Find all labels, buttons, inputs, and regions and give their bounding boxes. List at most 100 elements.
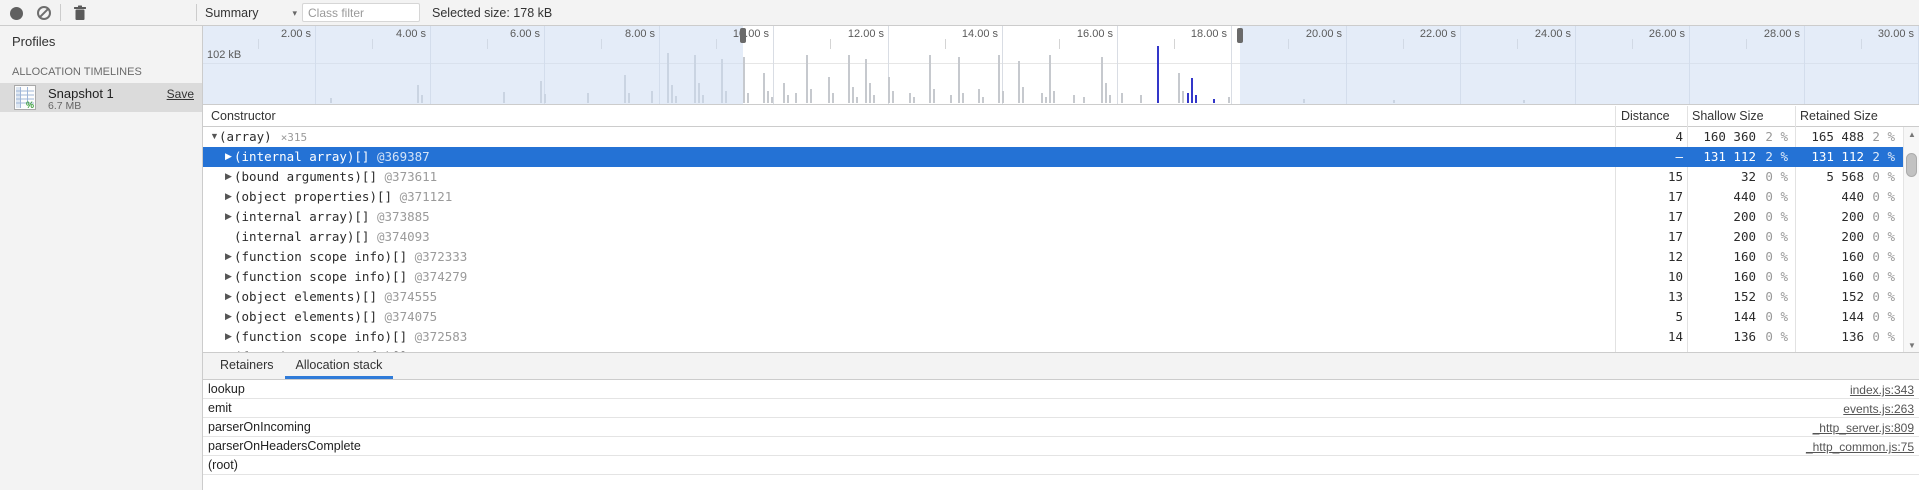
allocation-bar — [787, 95, 789, 103]
distance-cell: 4 — [1675, 129, 1683, 144]
heap-snapshot-icon: % — [14, 85, 36, 110]
allocation-bar — [795, 93, 797, 103]
stack-frame-row[interactable]: lookup index.js:343 — [203, 380, 1919, 399]
allocation-bar — [1045, 97, 1047, 103]
delete-profile-button[interactable] — [70, 3, 90, 23]
record-button[interactable] — [6, 3, 26, 23]
allocation-bar-live — [1157, 46, 1159, 103]
stack-frame-row[interactable]: parserOnIncoming _http_server.js:809 — [203, 418, 1919, 437]
retained-pct-cell: 2 % — [1872, 129, 1895, 144]
heap-table-row[interactable]: ▶ (function scope info)[] @372333 12 160 0 %… — [203, 247, 1903, 267]
constructor-name: (internal array)[] — [234, 229, 370, 244]
trash-icon — [74, 5, 86, 20]
expander-closed-icon[interactable]: ▶ — [225, 351, 232, 352]
stack-frame-function: (root) — [208, 458, 238, 472]
heap-table-row[interactable]: ▶ (object elements)[] @374555 13 152 0 % 152 0… — [203, 287, 1903, 307]
details-tabbar: Retainers Allocation stack — [203, 352, 1919, 380]
heap-table-row[interactable]: ▶ (bound arguments)[] @373611 15 32 0 % 5 568… — [203, 167, 1903, 187]
shallow-size-cell: 144 — [1733, 309, 1756, 324]
column-header-constructor[interactable]: Constructor — [211, 109, 276, 123]
constructor-name: (array) — [219, 129, 272, 144]
timeline-gridline — [1231, 26, 1232, 104]
allocation-bar — [869, 83, 871, 103]
object-id: @371121 — [399, 189, 453, 204]
scrollbar-thumb[interactable] — [1906, 153, 1917, 177]
block-icon — [37, 6, 51, 20]
allocation-bar — [763, 73, 765, 103]
timeline-selection-handle-left[interactable] — [740, 28, 746, 43]
perspective-select[interactable]: Summary ▾ — [205, 3, 297, 23]
constructor-name: (object properties)[] — [234, 189, 393, 204]
heap-table-row[interactable]: ▶ (object properties)[] @371121 17 440 0 % 44… — [203, 187, 1903, 207]
shallow-size-cell: 136 — [1733, 329, 1756, 344]
expander-open-icon[interactable]: ▼ — [210, 131, 219, 141]
allocation-bar — [1182, 91, 1184, 103]
timeline-selection-handle-right[interactable] — [1237, 28, 1243, 43]
heap-table-row[interactable]: ▶ (function scope info)[] @374279 10 160 0 %… — [203, 267, 1903, 287]
expander-closed-icon[interactable]: ▶ — [225, 191, 232, 201]
timeline-tick-label: 2.00 s — [281, 28, 311, 40]
expander-closed-icon[interactable]: ▶ — [225, 211, 232, 221]
expander-closed-icon[interactable]: ▶ — [225, 331, 232, 341]
stack-frame-source-link[interactable]: _http_common.js:75 — [1805, 440, 1914, 454]
object-id: @374279 — [414, 269, 468, 284]
expander-closed-icon[interactable]: ▶ — [225, 271, 232, 281]
timeline-tick-label: 4.00 s — [396, 28, 426, 40]
timeline-tick-label: 22.00 s — [1419, 28, 1456, 40]
timeline-unselected-left[interactable] — [203, 26, 743, 104]
stack-frame-row[interactable]: emit events.js:263 — [203, 399, 1919, 418]
allocation-bar — [1018, 61, 1020, 103]
column-header-distance[interactable]: Distance — [1621, 109, 1670, 123]
heap-table-row[interactable]: ▶ (internal array)[] @373885 17 200 0 % 200 0 … — [203, 207, 1903, 227]
timeline-unselected-right[interactable] — [1240, 26, 1919, 104]
scroll-up-button[interactable]: ▲ — [1904, 127, 1919, 141]
constructor-name: (object elements)[] — [234, 289, 377, 304]
allocation-bar — [865, 59, 867, 103]
expander-closed-icon[interactable]: ▶ — [225, 251, 232, 261]
distance-cell: 13 — [1667, 289, 1683, 304]
expander-closed-icon[interactable]: ▶ — [225, 311, 232, 321]
snapshot-save-link[interactable]: Save — [166, 87, 194, 101]
allocation-bar-live — [1195, 95, 1197, 103]
clear-button[interactable] — [34, 3, 54, 23]
heap-table-row[interactable]: ▶(function scope info)[] @372181121360 %… — [203, 347, 1903, 352]
retained-pct-cell: 0 % — [1872, 249, 1895, 264]
heap-table-row[interactable]: ▶ (internal array)[] @369387 – 131 112 2 % 13… — [203, 147, 1903, 167]
constructor-cell: (function scope info)[] @372333 — [234, 249, 467, 264]
expander-closed-icon[interactable]: ▶ — [225, 291, 232, 301]
selected-size-label: Selected size: 178 kB — [432, 6, 553, 20]
tab-retainers[interactable]: Retainers — [209, 354, 285, 379]
stack-frame-source-link[interactable]: _http_server.js:809 — [1812, 421, 1914, 435]
allocation-timeline-overview[interactable]: 102 kB 2.00 s 4.00 s 6.00 s 8.00 s 10.00 s 12… — [203, 26, 1919, 105]
retained-size-cell: 165 488 — [1811, 129, 1864, 144]
profiles-sidebar: Profiles ALLOCATION TIMELINES % Snapshot… — [0, 26, 203, 490]
table-scrollbar[interactable]: ▲ ▼ — [1903, 127, 1919, 352]
retained-pct-cell: 0 % — [1872, 209, 1895, 224]
column-header-retained-size[interactable]: Retained Size — [1800, 109, 1878, 123]
column-header-shallow-size[interactable]: Shallow Size — [1692, 109, 1764, 123]
heap-table-row[interactable]: ▶ (object elements)[] @374075 5 144 0 % 144 0 … — [203, 307, 1903, 327]
shallow-size-cell: 160 360 — [1703, 129, 1756, 144]
stack-frame-source-link[interactable]: index.js:343 — [1849, 383, 1914, 397]
tab-allocation-stack[interactable]: Allocation stack — [284, 354, 394, 379]
shallow-size-cell: 131 112 — [1703, 149, 1756, 164]
stack-frame-row[interactable]: (root) — [203, 456, 1919, 475]
constructor-cell: (function scope info)[] @374279 — [234, 269, 467, 284]
class-filter-input[interactable] — [302, 3, 420, 22]
heap-table-row[interactable]: (internal array)[] @374093 17 200 0 % 200 0 % — [203, 227, 1903, 247]
expander-closed-icon[interactable]: ▶ — [225, 171, 232, 181]
scroll-down-button[interactable]: ▼ — [1904, 338, 1919, 352]
heap-table-row[interactable]: ▼ (array) ×315 4 160 360 2 % 165 488 2 % — [203, 127, 1903, 147]
timeline-tick-label: 28.00 s — [1763, 28, 1800, 40]
column-divider — [1795, 106, 1796, 352]
heap-table-row[interactable]: ▶ (function scope info)[] @372583 14 136 0 %… — [203, 327, 1903, 347]
shallow-size-cell: 160 — [1733, 269, 1756, 284]
stack-frame-source-link[interactable]: events.js:263 — [1843, 402, 1914, 416]
expander-closed-icon[interactable]: ▶ — [225, 151, 232, 161]
stack-frame-row[interactable]: parserOnHeadersComplete _http_common.js:7… — [203, 437, 1919, 456]
object-id: @374093 — [377, 229, 430, 244]
sidebar-item-snapshot-1[interactable]: % Snapshot 1 6.7 MB Save — [0, 83, 202, 112]
object-id: @374555 — [384, 289, 438, 304]
allocation-bar-live — [1213, 99, 1215, 103]
timeline-tick-label: 16.00 s — [1076, 28, 1113, 40]
